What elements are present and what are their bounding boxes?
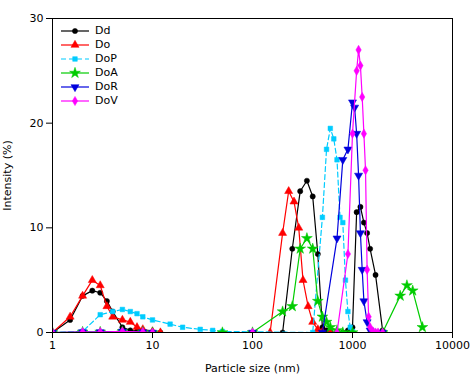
html-text:Dd: Dd [95, 24, 111, 37]
svg-text:1000: 1000 [339, 339, 367, 352]
html-text:DoP: DoP [95, 52, 117, 65]
html-text:Do: Do [95, 38, 111, 51]
svg-text:Intensity (%): Intensity (%) [1, 140, 14, 210]
svg-text:Particle size (nm): Particle size (nm) [205, 362, 300, 374]
html-text:DoA: DoA [95, 66, 118, 79]
svg-text:10: 10 [146, 339, 160, 352]
svg-text:1: 1 [49, 339, 56, 352]
svg-text:0: 0 [37, 326, 44, 339]
svg-text:100: 100 [242, 339, 263, 352]
svg-text:10000: 10000 [435, 339, 470, 352]
html-text:DoV: DoV [95, 94, 118, 107]
html-text:DoR: DoR [95, 80, 118, 93]
svg-text:10: 10 [30, 221, 44, 234]
svg-text:20: 20 [30, 117, 44, 130]
svg-text:30: 30 [30, 12, 44, 25]
